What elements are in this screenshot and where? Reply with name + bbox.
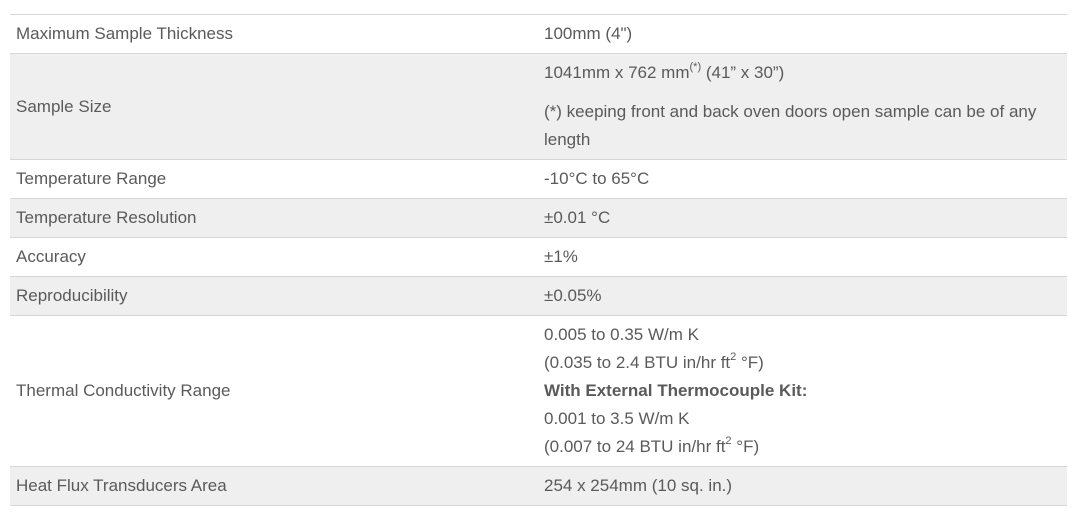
spec-value: -10°C to 65°C <box>544 159 1067 199</box>
table-row: Heat Flux Transducers Area 254 x 254mm (… <box>10 466 1067 506</box>
superscript: 2 <box>730 351 737 364</box>
spec-label: Heat Flux Transducers Area <box>10 466 544 506</box>
kit-heading: With External Thermocouple Kit: <box>544 381 808 400</box>
superscript: 2 <box>725 435 732 448</box>
spec-label: Accuracy <box>10 237 544 277</box>
spec-value: ±1% <box>544 237 1067 277</box>
kit-conductivity-imperial-unit: °F) <box>731 437 760 456</box>
spec-label: Reproducibility <box>10 276 544 316</box>
footnote-marker: (*) <box>689 61 702 74</box>
kit-conductivity-imperial-text: (0.007 to 24 BTU in/hr ft <box>544 437 726 456</box>
table-row: Maximum Sample Thickness 100mm (4") <box>10 14 1067 54</box>
table-row: Sample Size 1041mm x 762 mm(*) (41” x 30… <box>10 53 1067 160</box>
spec-value: ±0.01 °C <box>544 198 1067 238</box>
spec-value: 1041mm x 762 mm(*) (41” x 30”) (*) keepi… <box>544 53 1067 160</box>
table-row: Accuracy ±1% <box>10 237 1067 277</box>
table-row: Temperature Range -10°C to 65°C <box>10 159 1067 199</box>
sample-dimensions: 1041mm x 762 mm(*) (41” x 30”) <box>544 59 1055 87</box>
spec-value: 254 x 254mm (10 sq. in.) <box>544 466 1067 506</box>
table-row: Reproducibility ±0.05% <box>10 276 1067 316</box>
kit-conductivity-si: 0.001 to 3.5 W/m K <box>544 409 690 428</box>
table-row: Temperature Resolution ±0.01 °C <box>10 198 1067 238</box>
table-row: Thermal Conductivity Range 0.005 to 0.35… <box>10 315 1067 467</box>
spec-label: Thermal Conductivity Range <box>10 315 544 467</box>
spec-value: 0.005 to 0.35 W/m K (0.035 to 2.4 BTU in… <box>544 315 1067 467</box>
specifications-table: Maximum Sample Thickness 100mm (4") Samp… <box>10 14 1067 506</box>
conductivity-imperial: (0.035 to 2.4 BTU in/hr ft2 °F) <box>544 349 1055 377</box>
conductivity-imperial-text: (0.035 to 2.4 BTU in/hr ft <box>544 353 731 372</box>
spec-label: Maximum Sample Thickness <box>10 14 544 54</box>
conductivity-imperial-unit: °F) <box>736 353 764 372</box>
dimensions-imperial: (41” x 30”) <box>701 63 785 82</box>
dimensions-metric: 1041mm x 762 mm <box>544 63 690 82</box>
spec-label: Temperature Range <box>10 159 544 199</box>
kit-conductivity-imperial: (0.007 to 24 BTU in/hr ft2 °F) <box>544 433 1055 461</box>
spec-value: 100mm (4") <box>544 14 1067 54</box>
spec-label: Temperature Resolution <box>10 198 544 238</box>
spec-value: ±0.05% <box>544 276 1067 316</box>
conductivity-si: 0.005 to 0.35 W/m K <box>544 325 699 344</box>
footnote-text: (*) keeping front and back oven doors op… <box>544 102 1037 149</box>
spec-label: Sample Size <box>10 53 544 160</box>
